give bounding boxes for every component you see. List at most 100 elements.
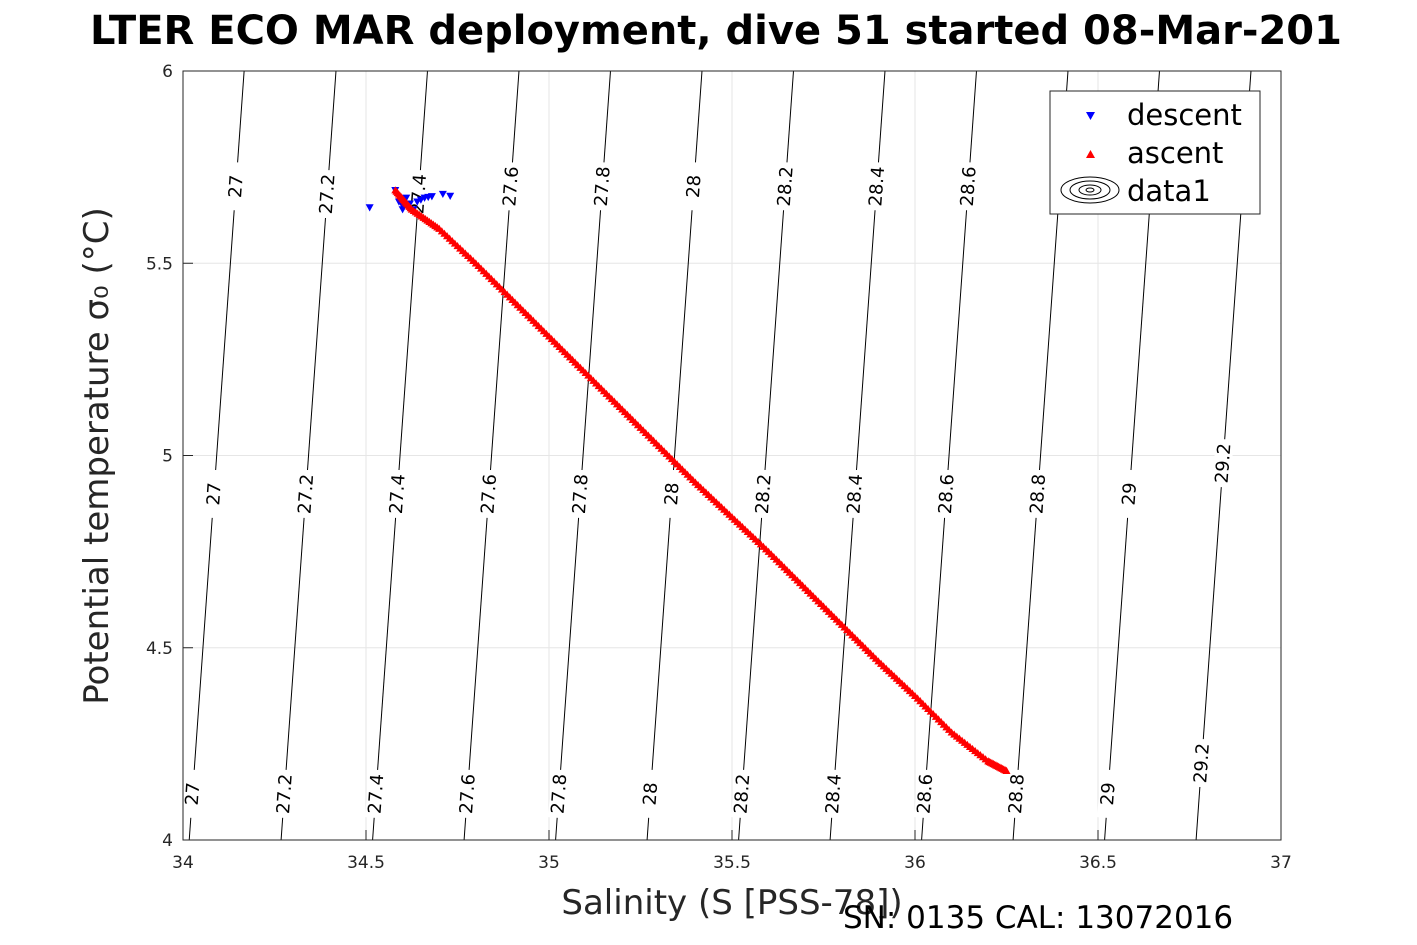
descent-point — [438, 190, 447, 199]
legend-descent-marker — [1086, 112, 1095, 120]
density-contour-label: 27 — [203, 482, 226, 506]
density-contour-label: 28.6 — [935, 473, 959, 514]
x-tick-label: 36 — [904, 853, 926, 873]
density-contour-label: 27.4 — [407, 173, 431, 214]
density-contour-label-bg — [1118, 469, 1140, 519]
x-tick-label: 34.5 — [347, 853, 385, 873]
density-contour-label: 28.6 — [913, 773, 937, 814]
x-axis-ticks: 34 34.5 35 35.5 36 36.5 37 — [172, 830, 1292, 873]
legend-contour-icon — [1060, 176, 1120, 204]
x-tick-label: 34 — [172, 853, 194, 873]
density-contour-label: 27.6 — [477, 473, 501, 514]
density-contour-label-bg — [1027, 469, 1049, 519]
density-contour-label: 29.2 — [1190, 742, 1214, 783]
density-contour-label-bg — [569, 469, 591, 519]
density-contour-label-bg — [914, 769, 936, 819]
density-contour-label: 28.4 — [865, 166, 889, 207]
descent-point — [365, 204, 374, 212]
descent-point — [402, 194, 411, 202]
legend-descent-label: descent — [1127, 98, 1242, 132]
density-contour-label: 27.8 — [569, 473, 593, 514]
density-contour-label-bg — [181, 769, 204, 819]
density-contour-label: 29.2 — [1212, 442, 1236, 483]
x-axis-label: Salinity (S [PSS-78]) — [561, 883, 902, 923]
x-tick-label: 36.5 — [1079, 853, 1117, 873]
density-contour-label-bg — [935, 469, 957, 519]
density-contour-label: 28 — [661, 482, 684, 506]
legend: descent ascent data1 — [1049, 90, 1261, 215]
legend-box — [1049, 90, 1261, 215]
x-tick-label: 35.5 — [713, 853, 751, 873]
density-contour-label: 29 — [1097, 782, 1120, 806]
serial-calibration-footer: SN: 0135 CAL: 13072016 — [843, 900, 1233, 936]
density-contour-label-bg — [822, 769, 845, 819]
density-contour-label: 27.8 — [547, 773, 571, 814]
y-axis-label: Potential temperature σ₀ (°C) — [77, 207, 117, 705]
density-contour-label: 29 — [1119, 482, 1142, 506]
density-contour-label: 28.8 — [1005, 773, 1029, 814]
density-contour-label: 27 — [182, 782, 205, 806]
density-contour-label: 27.8 — [591, 166, 615, 207]
density-contour-label: 27.2 — [273, 773, 297, 814]
density-contour-label-bg — [639, 769, 662, 819]
density-contour-label: 28.4 — [843, 473, 867, 514]
density-contour-label: 28.2 — [730, 773, 754, 814]
legend-ascent-label: ascent — [1127, 136, 1223, 170]
y-tick-label: 6 — [162, 62, 173, 82]
descent-point — [446, 192, 455, 200]
density-contour-label-bg — [456, 769, 479, 819]
density-contour-label-bg — [295, 469, 317, 519]
density-contour-label-bg — [548, 769, 570, 819]
density-contour-label-bg — [866, 161, 888, 211]
density-contour-label-bg — [683, 161, 705, 211]
density-contour-label: 28 — [640, 782, 663, 806]
density-contour-label-bg — [500, 161, 522, 211]
density-contour-label-bg — [752, 469, 774, 519]
density-contour-label-bg — [365, 769, 387, 819]
density-contour-label: 27.6 — [499, 166, 523, 207]
y-axis-ticks: 4 4.5 5 5.5 6 — [146, 62, 193, 851]
density-contour-label: 27.2 — [294, 473, 318, 514]
density-contour-label: 28 — [683, 174, 706, 198]
density-contour-label: 27 — [225, 174, 248, 198]
density-contour-label-bg — [661, 469, 683, 519]
density-contour-label-bg — [203, 469, 225, 519]
density-contour-label: 28.4 — [822, 773, 846, 814]
descent-point — [427, 193, 436, 201]
density-contour-label-bg — [273, 769, 296, 819]
density-contour-label: 28.2 — [774, 166, 798, 207]
ascent-series — [391, 186, 1011, 774]
density-contour-label: 28.6 — [957, 166, 981, 207]
x-tick-label: 35 — [538, 853, 560, 873]
x-tick-label: 37 — [1270, 853, 1292, 873]
density-contour-label-bg — [1190, 738, 1213, 788]
density-contour-label-bg — [478, 469, 500, 519]
y-tick-label: 5 — [162, 447, 173, 467]
density-contour-label-bg — [957, 161, 979, 211]
density-contour-label: 27.4 — [364, 773, 388, 814]
density-contour-label-bg — [1097, 769, 1119, 819]
y-tick-label: 5.5 — [146, 254, 173, 274]
legend-ascent-marker — [1086, 150, 1095, 158]
density-contour-label: 27.2 — [316, 173, 340, 214]
density-contour-label-bg — [591, 161, 613, 211]
legend-data1-label: data1 — [1127, 174, 1211, 208]
density-contour-label: 27.6 — [456, 773, 480, 814]
density-contour-label: 28.2 — [752, 473, 776, 514]
density-contour-labels: 27 27 27 27.2 27.2 27.2 27.4 27.4 27.4 27.6 27.6 27… — [181, 161, 1236, 819]
density-contour-label-bg — [1005, 769, 1028, 819]
density-contour-label-bg — [386, 469, 408, 519]
density-contour-label-bg — [844, 469, 866, 519]
density-contour-label-bg — [731, 769, 753, 819]
chart-title: LTER ECO MAR deployment, dive 51 started… — [90, 8, 1342, 54]
density-contour-label-bg — [225, 161, 247, 211]
y-tick-label: 4.5 — [146, 639, 173, 659]
density-contour-label: 27.4 — [386, 473, 410, 514]
ascent-point — [1002, 766, 1011, 774]
density-contour-label-bg — [316, 169, 338, 219]
density-contour-label-bg — [1212, 438, 1234, 488]
grid — [183, 71, 1281, 840]
y-tick-label: 4 — [162, 831, 173, 851]
density-contour-label: 28.8 — [1026, 473, 1050, 514]
